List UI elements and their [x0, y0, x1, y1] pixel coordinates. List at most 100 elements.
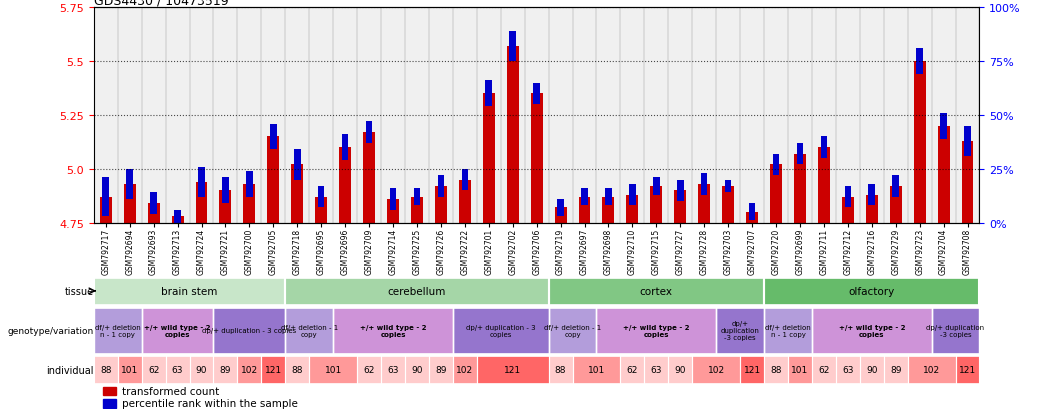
Bar: [102, 399, 116, 408]
Bar: [292, 165, 303, 223]
Text: 63: 63: [172, 365, 183, 374]
Text: 63: 63: [388, 365, 399, 374]
FancyBboxPatch shape: [548, 308, 596, 353]
FancyBboxPatch shape: [620, 356, 644, 382]
Text: +/+ wild type - 2
copies: +/+ wild type - 2 copies: [359, 324, 426, 337]
Bar: [797, 144, 803, 165]
Text: 88: 88: [554, 365, 566, 374]
Text: 62: 62: [818, 365, 829, 374]
Text: 121: 121: [504, 365, 521, 374]
FancyBboxPatch shape: [429, 356, 453, 382]
FancyBboxPatch shape: [238, 356, 262, 382]
Text: 88: 88: [292, 365, 303, 374]
Bar: [868, 184, 875, 206]
Text: df/+ deletion - 1
copy: df/+ deletion - 1 copy: [544, 324, 601, 337]
Bar: [962, 141, 973, 223]
Bar: [602, 197, 615, 223]
FancyBboxPatch shape: [214, 308, 286, 353]
FancyBboxPatch shape: [453, 356, 477, 382]
Bar: [387, 199, 399, 223]
FancyBboxPatch shape: [716, 308, 764, 353]
FancyBboxPatch shape: [94, 278, 286, 304]
Text: 90: 90: [866, 365, 877, 374]
Bar: [938, 126, 949, 223]
Text: 102: 102: [708, 365, 725, 374]
FancyBboxPatch shape: [644, 356, 668, 382]
Bar: [414, 189, 420, 206]
FancyBboxPatch shape: [381, 356, 405, 382]
Text: transformed count: transformed count: [122, 386, 220, 396]
FancyBboxPatch shape: [309, 356, 357, 382]
Bar: [482, 94, 495, 223]
Text: df/+ deletion
n - 1 copy: df/+ deletion n - 1 copy: [765, 324, 811, 337]
FancyBboxPatch shape: [94, 356, 118, 382]
Text: 89: 89: [436, 365, 447, 374]
Text: 90: 90: [674, 365, 686, 374]
Text: 62: 62: [364, 365, 375, 374]
Bar: [626, 195, 639, 223]
Text: 89: 89: [890, 365, 901, 374]
FancyBboxPatch shape: [764, 356, 788, 382]
FancyBboxPatch shape: [908, 356, 956, 382]
Bar: [102, 178, 109, 216]
Bar: [581, 189, 588, 206]
Bar: [102, 387, 116, 395]
FancyBboxPatch shape: [453, 308, 548, 353]
Bar: [677, 180, 684, 202]
Bar: [629, 184, 636, 206]
Text: dp/+
duplication
-3 copies: dp/+ duplication -3 copies: [721, 320, 760, 340]
Bar: [315, 197, 327, 223]
FancyBboxPatch shape: [956, 356, 979, 382]
Bar: [653, 178, 660, 195]
Bar: [605, 189, 612, 206]
Text: genotype/variation: genotype/variation: [7, 326, 94, 335]
Text: 63: 63: [650, 365, 662, 374]
Text: 90: 90: [412, 365, 423, 374]
Text: cortex: cortex: [640, 286, 673, 296]
FancyBboxPatch shape: [286, 278, 548, 304]
FancyBboxPatch shape: [740, 356, 764, 382]
Text: 101: 101: [791, 365, 809, 374]
Text: df/+ deletion
n - 1 copy: df/+ deletion n - 1 copy: [95, 324, 141, 337]
Text: dp/+ duplication - 3 copies: dp/+ duplication - 3 copies: [202, 328, 297, 333]
Bar: [940, 114, 947, 139]
Bar: [749, 204, 755, 221]
Bar: [892, 176, 899, 197]
Bar: [222, 178, 229, 204]
Bar: [363, 133, 375, 223]
Text: 102: 102: [456, 365, 473, 374]
FancyBboxPatch shape: [142, 356, 166, 382]
FancyBboxPatch shape: [764, 278, 979, 304]
Text: 88: 88: [100, 365, 111, 374]
Text: +/+ wild type - 2
copies: +/+ wild type - 2 copies: [839, 324, 905, 337]
Bar: [770, 165, 782, 223]
Text: olfactory: olfactory: [848, 286, 895, 296]
Bar: [342, 135, 348, 161]
Bar: [148, 204, 159, 223]
Bar: [196, 182, 207, 223]
Text: 90: 90: [196, 365, 207, 374]
Text: GDS4430 / 10473519: GDS4430 / 10473519: [94, 0, 228, 7]
FancyBboxPatch shape: [932, 308, 979, 353]
Bar: [220, 191, 231, 223]
Bar: [578, 197, 591, 223]
Bar: [794, 154, 805, 223]
Bar: [268, 137, 279, 223]
FancyBboxPatch shape: [94, 308, 142, 353]
Bar: [722, 187, 735, 223]
Bar: [701, 173, 708, 195]
Text: +/+ wild type - 2
copies: +/+ wild type - 2 copies: [144, 324, 210, 337]
Text: dp/+ duplication - 3
copies: dp/+ duplication - 3 copies: [466, 324, 536, 337]
FancyBboxPatch shape: [548, 278, 764, 304]
Bar: [438, 176, 444, 197]
Bar: [506, 47, 519, 223]
Text: 121: 121: [744, 365, 761, 374]
Bar: [557, 199, 564, 216]
FancyBboxPatch shape: [262, 356, 286, 382]
Bar: [270, 124, 276, 150]
Bar: [124, 184, 135, 223]
Text: tissue: tissue: [65, 286, 94, 296]
Bar: [725, 180, 731, 193]
Text: 102: 102: [923, 365, 940, 374]
Bar: [246, 171, 252, 197]
